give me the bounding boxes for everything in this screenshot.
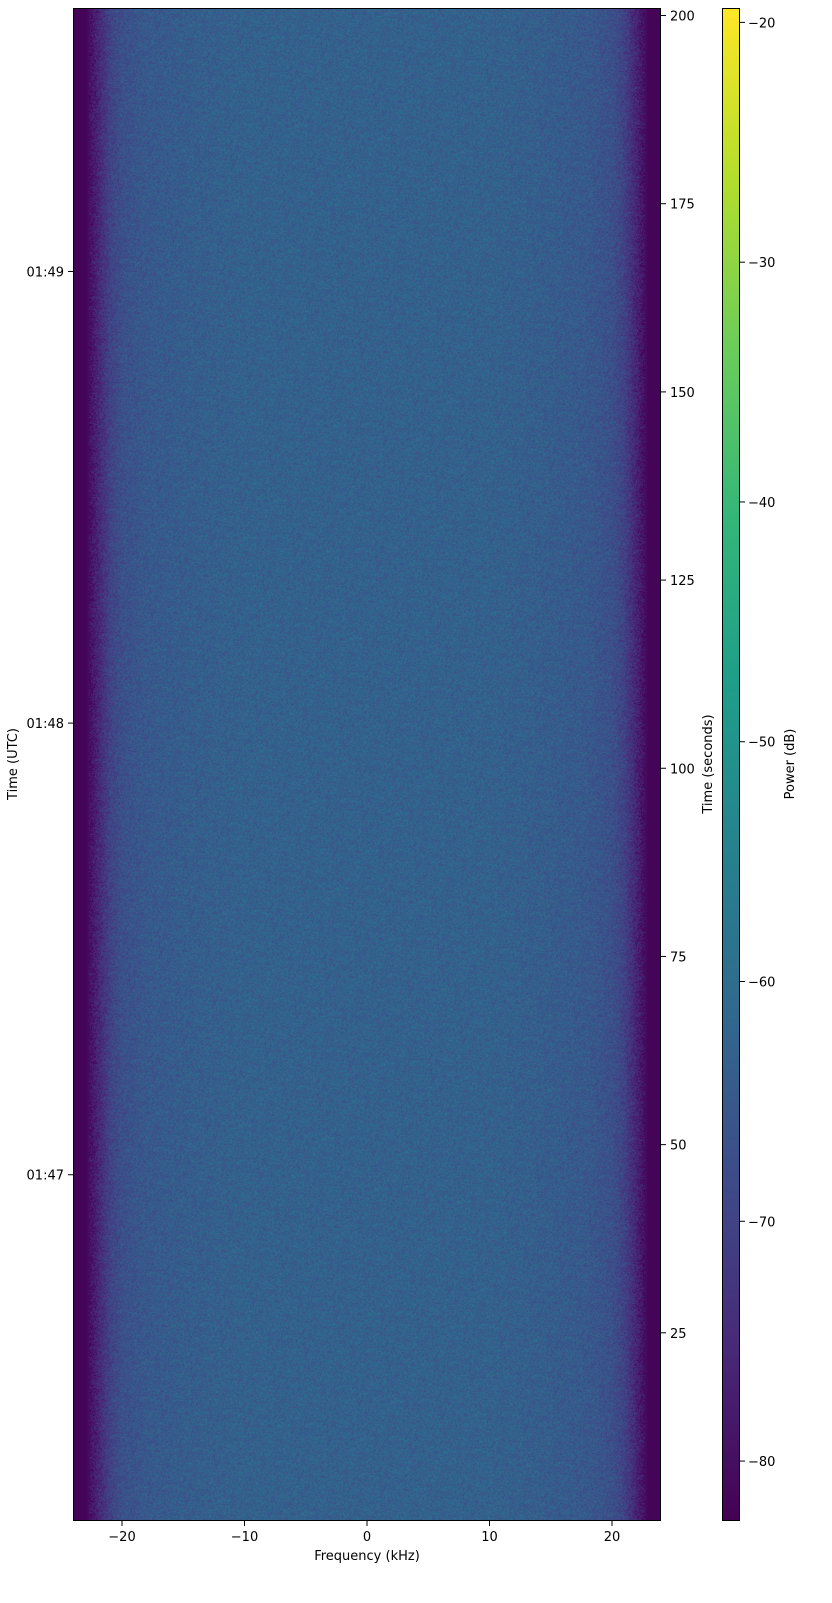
- right-tick-label: 125: [670, 574, 695, 589]
- x-tick-label: 0: [363, 1530, 371, 1545]
- colorbar-tick-label: −30: [748, 256, 775, 271]
- utc-tick-label: 01:49: [27, 265, 64, 280]
- right-tick-label: 25: [670, 1327, 687, 1342]
- right-tick-label: 100: [670, 762, 695, 777]
- utc-tick-label: 01:47: [27, 1169, 64, 1184]
- colorbar-tick-label: −40: [748, 496, 775, 511]
- right-tick-label: 150: [670, 386, 695, 401]
- colorbar-tick-label: −80: [748, 1455, 775, 1470]
- right-seconds-axis-ticks: 25 50 75 100 125 150 175 200: [661, 10, 695, 1342]
- x-axis-label: Frequency (kHz): [314, 1549, 420, 1564]
- x-tick-label: −20: [108, 1530, 135, 1545]
- right-tick-label: 200: [670, 10, 695, 25]
- colorbar-tick-label: −20: [748, 16, 775, 31]
- x-tick-label: −10: [231, 1530, 258, 1545]
- colorbar-label: Power (dB): [783, 729, 798, 800]
- colorbar-frame: [722, 8, 740, 1521]
- colorbar-ticks: −20 −30 −40 −50 −60 −70 −80: [740, 16, 775, 1470]
- spectrogram-heatmap: [73, 8, 661, 1521]
- right-tick-label: 75: [670, 950, 687, 965]
- left-utc-axis-ticks: 01:47 01:48 01:49: [27, 265, 73, 1184]
- colorbar: [722, 8, 740, 1521]
- plot-frame: [73, 8, 661, 1521]
- right-tick-label: 50: [670, 1139, 687, 1154]
- left-y-axis-label: Time (UTC): [6, 728, 21, 801]
- x-tick-label: 10: [481, 1530, 498, 1545]
- utc-tick-label: 01:48: [27, 717, 64, 732]
- colorbar-tick-label: −50: [748, 736, 775, 751]
- x-axis-ticks: −20 −10 0 10 20: [108, 1521, 620, 1545]
- right-tick-label: 175: [670, 198, 695, 213]
- right-y-axis-label: Time (seconds): [701, 714, 716, 814]
- colorbar-tick-label: −70: [748, 1215, 775, 1230]
- x-tick-label: 20: [604, 1530, 621, 1545]
- colorbar-tick-label: −60: [748, 975, 775, 990]
